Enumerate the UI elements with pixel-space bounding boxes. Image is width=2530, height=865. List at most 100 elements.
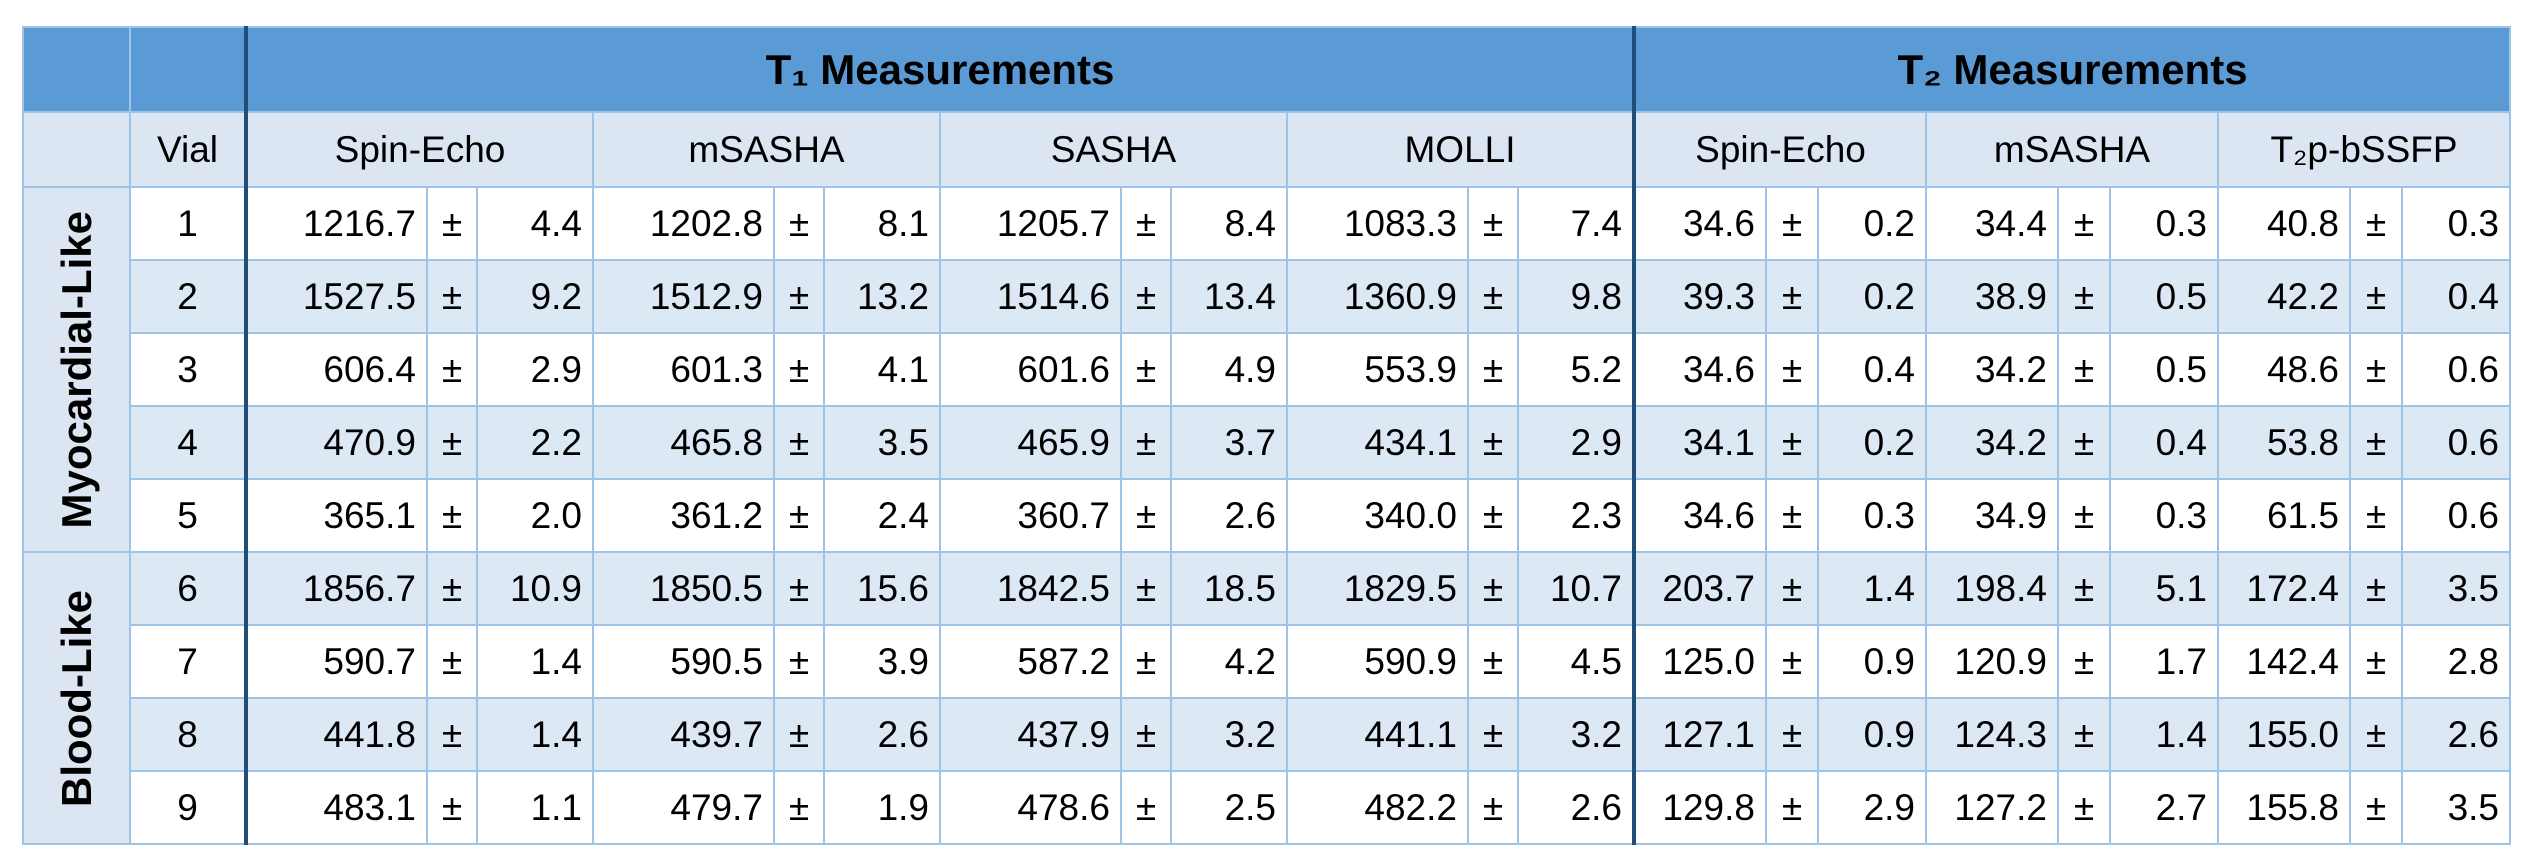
mean-value: 601.6 [939,332,1122,407]
mean-value: 434.1 [1286,405,1469,480]
plus-minus: ± [2057,186,2111,261]
table-row: Myocardial-Like 1 1216.7 ±4.4 1202.8 ±8.1 1205… [22,186,2511,553]
plus-minus: ± [1765,770,1819,845]
plus-minus: ± [1120,332,1172,407]
plus-minus: ± [1765,186,1819,261]
plus-minus: ± [426,551,478,626]
error-value: 0.9 [1817,624,1927,699]
section-label-cell: Myocardial-Like [22,186,131,553]
error-value: 4.4 [476,186,594,261]
plus-minus: ± [1120,770,1172,845]
plus-minus: ± [1765,259,1819,334]
error-value: 2.6 [823,697,941,772]
mean-value: 34.2 [1925,332,2059,407]
plus-minus: ± [1120,697,1172,772]
vial-header: Vial [129,111,247,188]
error-value: 4.2 [1170,624,1288,699]
plus-minus: ± [426,697,478,772]
mean-value: 38.9 [1925,259,2059,334]
mean-value: 465.8 [592,405,775,480]
error-value: 2.6 [1170,478,1288,553]
plus-minus: ± [426,186,478,261]
plus-minus: ± [1120,624,1172,699]
mean-value: 48.6 [2217,332,2351,407]
error-value: 9.8 [1517,259,1635,334]
error-value: 3.2 [1170,697,1288,772]
mean-value: 1360.9 [1286,259,1469,334]
plus-minus: ± [2349,624,2403,699]
error-value: 5.2 [1517,332,1635,407]
plus-minus: ± [773,332,825,407]
error-value: 13.2 [823,259,941,334]
error-value: 0.3 [2401,186,2511,261]
error-value: 1.4 [476,697,594,772]
plus-minus: ± [1765,478,1819,553]
mean-value: 437.9 [939,697,1122,772]
error-value: 13.4 [1170,259,1288,334]
error-value: 2.7 [2109,770,2219,845]
table-container: T₁ Measurements T₂ Measurements Vial Spin-E… [22,26,2511,845]
error-value: 18.5 [1170,551,1288,626]
mean-value: 439.7 [592,697,775,772]
table-row: 3 606.4 ±2.9 601.3 ±4.1 601.6 ±4.9 553.9 ±5.2 34.… [23,332,2511,407]
mean-value: 155.8 [2217,770,2351,845]
mean-value: 34.2 [1925,405,2059,480]
table-row: 8 441.8 ±1.4 439.7 ±2.6 437.9 ±3.2 441.1 ±3.2 127… [23,697,2511,772]
error-value: 0.2 [1817,405,1927,480]
table-row: 9 483.1 ±1.1 479.7 ±1.9 478.6 ±2.5 482.2 ±2.6 129… [23,770,2511,845]
group-title: T₁ Measurements [244,26,1635,113]
table-row: 5 365.1 ±2.0 361.2 ±2.4 360.7 ±2.6 340.0 ±2.3 34.… [23,478,2511,553]
mean-value: 1514.6 [939,259,1122,334]
mean-value: 1083.3 [1286,186,1469,261]
mean-value: 465.9 [939,405,1122,480]
mean-value: 129.8 [1632,770,1767,845]
error-value: 0.6 [2401,478,2511,553]
error-value: 3.9 [823,624,941,699]
plus-minus: ± [1765,551,1819,626]
error-value: 0.3 [2109,186,2219,261]
mean-value: 470.9 [244,405,428,480]
error-value: 2.5 [1170,770,1288,845]
error-value: 0.4 [1817,332,1927,407]
mean-value: 601.3 [592,332,775,407]
plus-minus: ± [2057,259,2111,334]
error-value: 3.5 [823,405,941,480]
error-value: 3.5 [2401,770,2511,845]
vial-number: 7 [129,624,247,699]
error-value: 0.4 [2401,259,2511,334]
method-header: SASHA [939,111,1288,188]
plus-minus: ± [426,259,478,334]
plus-minus: ± [2057,478,2111,553]
mean-value: 590.7 [244,624,428,699]
mean-value: 587.2 [939,624,1122,699]
plus-minus: ± [773,624,825,699]
section-label: Blood-Like [52,589,100,807]
plus-minus: ± [1467,624,1519,699]
mean-value: 34.1 [1632,405,1767,480]
plus-minus: ± [1120,259,1172,334]
corner-cell [22,111,131,188]
error-value: 15.6 [823,551,941,626]
plus-minus: ± [1467,478,1519,553]
plus-minus: ± [773,259,825,334]
error-value: 1.7 [2109,624,2219,699]
error-value: 0.4 [2109,405,2219,480]
mean-value: 127.1 [1632,697,1767,772]
plus-minus: ± [2349,405,2403,480]
error-value: 2.9 [1817,770,1927,845]
plus-minus: ± [2349,697,2403,772]
table-row: T₁ Measurements T₂ Measurements [22,26,2511,113]
mean-value: 1527.5 [244,259,428,334]
plus-minus: ± [426,405,478,480]
method-header: mSASHA [592,111,941,188]
error-value: 3.2 [1517,697,1635,772]
error-value: 0.5 [2109,259,2219,334]
plus-minus: ± [1467,186,1519,261]
error-value: 0.2 [1817,186,1927,261]
plus-minus: ± [1467,332,1519,407]
mean-value: 203.7 [1632,551,1767,626]
error-value: 7.4 [1517,186,1635,261]
error-value: 1.9 [823,770,941,845]
mean-value: 1512.9 [592,259,775,334]
